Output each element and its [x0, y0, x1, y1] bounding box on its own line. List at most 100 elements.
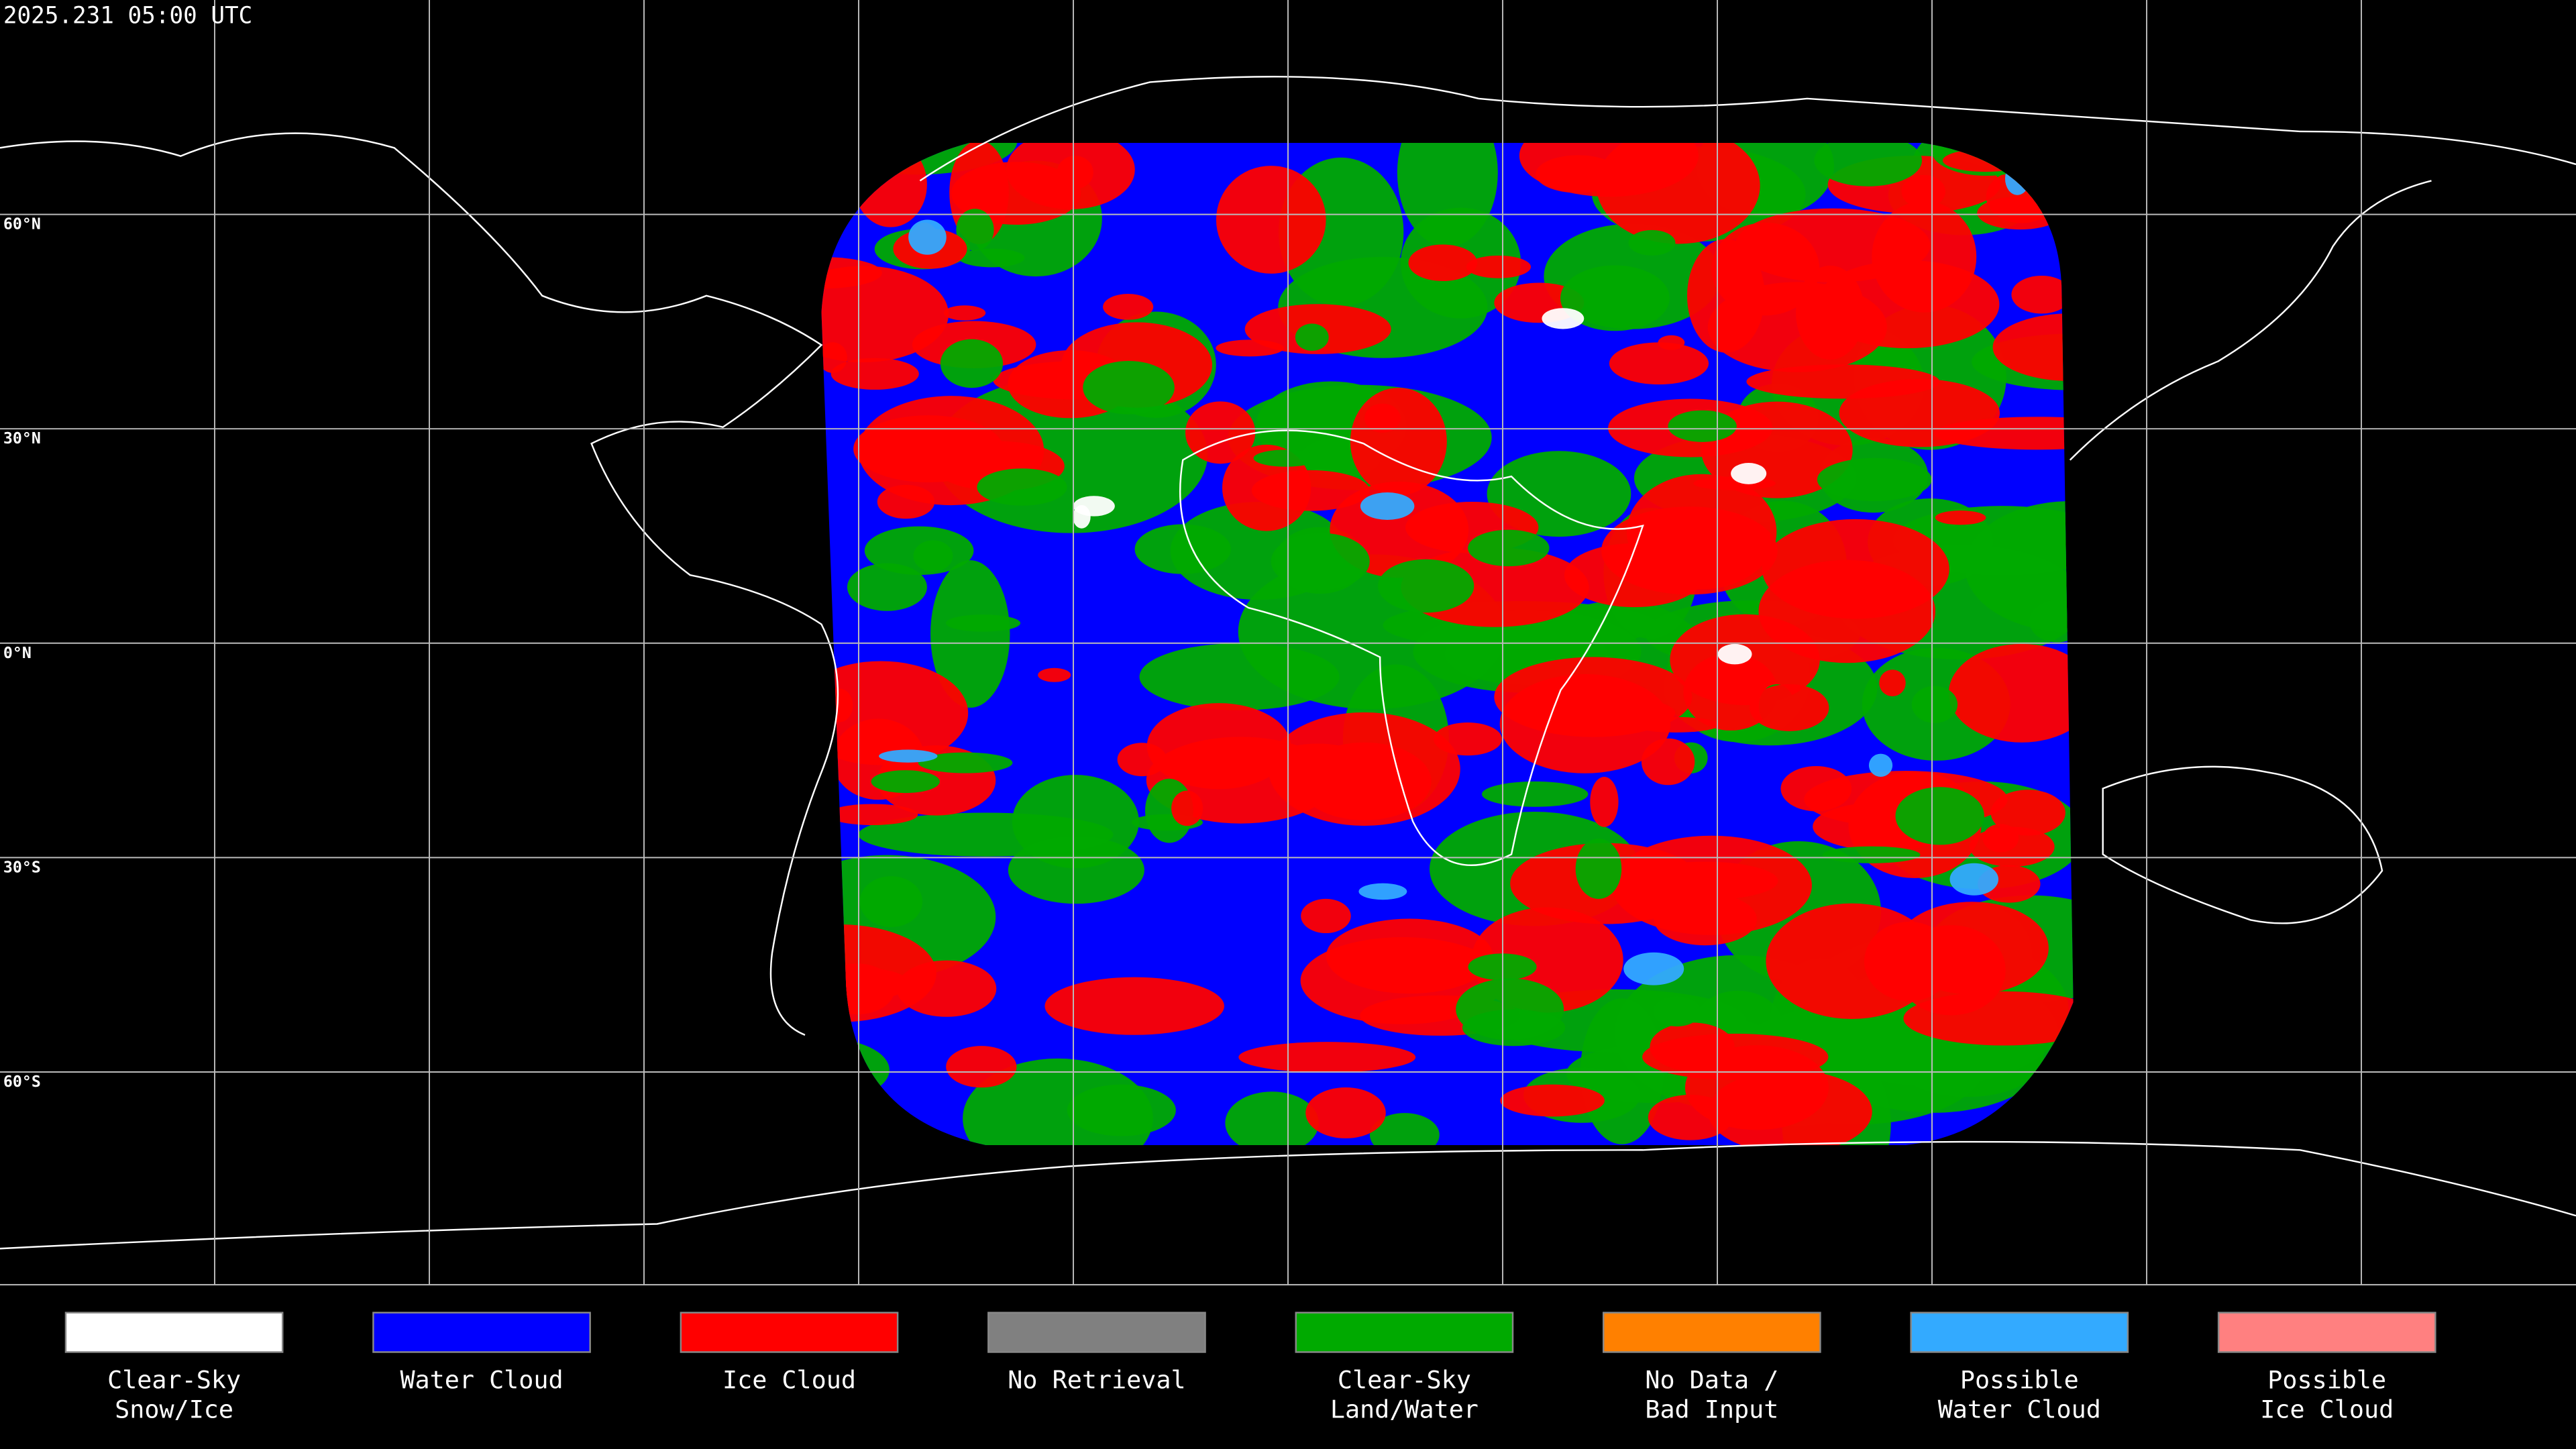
legend-label: No Data / [1645, 1365, 1778, 1394]
legend-label: Clear-Sky [107, 1365, 241, 1394]
cloud-patch [853, 415, 1004, 483]
legend-swatch [1910, 1311, 2129, 1353]
cloud-patch [913, 540, 953, 572]
cloud-patch [1012, 775, 1139, 869]
cloud-patch [1648, 1094, 1733, 1140]
cloud-patch [943, 305, 986, 321]
coastline [919, 76, 2576, 182]
cloud-patch [1868, 753, 1893, 777]
cloud-patch [1103, 294, 1154, 320]
cloud-patch [930, 560, 1010, 708]
cloud-patch [1433, 722, 1503, 756]
cloud-patch [871, 770, 940, 794]
cloud-patch [1350, 387, 1447, 496]
cloud-patch [1225, 1091, 1319, 1145]
legend-swatch [372, 1311, 591, 1353]
cloud-patch [1542, 308, 1585, 329]
cloud-patch [1631, 716, 1720, 733]
cloud-patch [1935, 511, 1986, 525]
cloud-patch [946, 1046, 1017, 1088]
latitude-label: 60°S [3, 1073, 41, 1091]
cloud-patch [1668, 410, 1737, 442]
cloud-patch [1408, 244, 1478, 282]
cloud-patch [1901, 174, 1945, 209]
cloud-patch [1360, 492, 1415, 520]
cloud-patch [1933, 417, 2074, 450]
satellite-swath [821, 143, 2074, 1145]
cloud-patch [1746, 364, 1940, 399]
cloud-patch [1171, 790, 1203, 826]
cloud-patch [859, 876, 923, 927]
cloud-patch [1369, 1113, 1440, 1145]
cloud-patch [1301, 898, 1351, 934]
legend-label: Snow/Ice [115, 1395, 233, 1424]
coastline [2069, 180, 2432, 461]
cloud-patch [827, 804, 918, 826]
legend-label: Bad Input [1645, 1395, 1778, 1424]
cloud-patch [1216, 166, 1326, 274]
cloud-patch [821, 342, 847, 373]
cloud-patch [1358, 883, 1407, 900]
legend-label: Water Cloud [1938, 1395, 2101, 1424]
cloud-patch [1641, 738, 1695, 786]
coastline [0, 132, 839, 1036]
cloud-patch [1575, 839, 1622, 900]
cloud-patch [1456, 978, 1564, 1040]
latitude-label: 0°N [3, 644, 32, 662]
cloud-patch [1564, 543, 1705, 608]
cloud-patch [1590, 776, 1619, 827]
legend-label: Ice Cloud [2260, 1395, 2394, 1424]
cloud-patch [1277, 743, 1358, 771]
cloud-patch [1466, 255, 1532, 278]
legend-swatch [64, 1311, 284, 1353]
cloud-patch [830, 358, 919, 390]
latitude-label: 60°N [3, 215, 41, 233]
cloud-patch [1044, 977, 1224, 1035]
timestamp: 2025.231 05:00 UTC [3, 2, 252, 29]
cloud-patch [1731, 462, 1767, 484]
cloud-patch [1780, 765, 1852, 812]
cloud-patch [1251, 470, 1370, 511]
cloud-patch [1903, 991, 2074, 1046]
cloud-patch [1305, 1087, 1386, 1138]
cloud-patch [1073, 496, 1115, 517]
coastlines [0, 76, 2576, 1250]
cloud-patch [1500, 1084, 1605, 1117]
cloud-patch [1817, 458, 1932, 501]
cloud-patch [1717, 643, 1752, 665]
cloud-patch [1879, 669, 1906, 696]
cloud-patch [1253, 449, 1319, 467]
cloud-patch [1864, 922, 1954, 1002]
cloud-patch [1560, 265, 1670, 331]
cloud-patch [958, 248, 1025, 268]
legend-swatch [1295, 1311, 1514, 1353]
cloud-patch [1271, 533, 1370, 590]
legend-label: No Retrieval [1008, 1365, 1185, 1394]
cloud-patch [1536, 155, 1621, 193]
legend-swatch [680, 1311, 899, 1353]
legend-label: Water Cloud [400, 1365, 563, 1394]
cloud-patch [1609, 342, 1709, 385]
legend-swatch [987, 1311, 1206, 1353]
cloud-patch [1628, 229, 1676, 256]
legend-label: Ice Cloud [722, 1365, 856, 1394]
cloud-patch [1377, 559, 1474, 613]
legend-label: Possible [2267, 1365, 2386, 1394]
cloud-patch [2011, 275, 2072, 314]
cloud-patch [877, 484, 935, 519]
latitude-label: 30°S [3, 858, 41, 876]
cloud-patch [951, 162, 1081, 225]
cloud-patch [1990, 790, 2065, 836]
cloud-patch [940, 339, 1004, 388]
cloud-patch [1083, 360, 1175, 415]
cloud-patch [1949, 863, 1999, 896]
cloud-patch [1468, 529, 1550, 567]
cloud-patch [1364, 403, 1401, 433]
legend-swatch [1602, 1311, 1821, 1353]
cloud-patch [1895, 787, 1984, 845]
cloud-patch [1822, 846, 1921, 863]
cloud-patch [1117, 743, 1167, 777]
cloud-patch [1185, 401, 1256, 464]
cloud-patch [1295, 323, 1329, 352]
